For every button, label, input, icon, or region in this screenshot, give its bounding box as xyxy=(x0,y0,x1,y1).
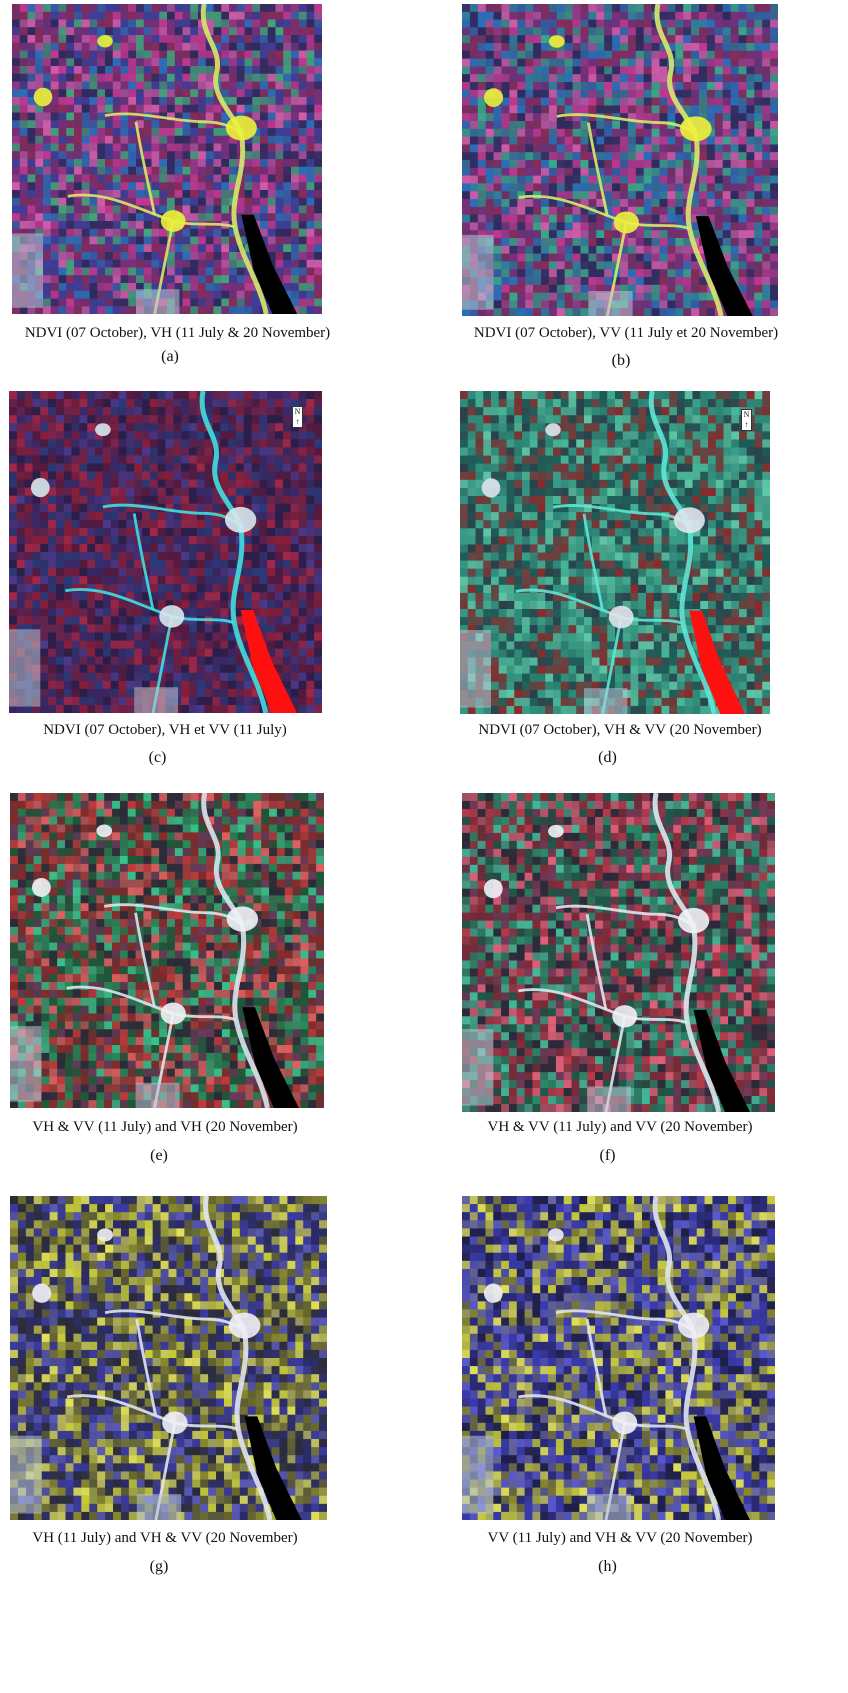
caption-f: VH & VV (11 July) and VV (20 November) xyxy=(487,1119,753,1135)
satellite-image-c xyxy=(9,391,322,713)
satellite-image-e xyxy=(10,793,324,1108)
label-h: (h) xyxy=(598,1558,617,1575)
caption-a: NDVI (07 October), VH (11 July & 20 Nove… xyxy=(24,325,331,341)
label-e: (e) xyxy=(150,1147,168,1164)
satellite-image-h xyxy=(462,1196,775,1520)
satellite-mosaic xyxy=(462,1196,775,1520)
caption-e: VH & VV (11 July) and VH (20 November) xyxy=(32,1119,298,1135)
label-f: (f) xyxy=(599,1147,616,1164)
satellite-image-g xyxy=(10,1196,327,1520)
satellite-mosaic xyxy=(12,4,322,314)
north-arrow-icon: N ↑ xyxy=(292,406,303,428)
satellite-image-a xyxy=(12,4,322,314)
label-g: (g) xyxy=(149,1558,169,1575)
caption-g: VH (11 July) and VH & VV (20 November) xyxy=(32,1530,298,1546)
satellite-image-f xyxy=(462,793,775,1112)
caption-h: VV (11 July) and VH & VV (20 November) xyxy=(487,1530,753,1546)
satellite-image-d xyxy=(460,391,770,714)
satellite-mosaic xyxy=(9,391,322,713)
satellite-mosaic xyxy=(462,4,778,316)
label-d: (d) xyxy=(598,749,617,766)
satellite-mosaic xyxy=(460,391,770,714)
label-c: (c) xyxy=(148,749,167,766)
label-b: (b) xyxy=(611,352,631,369)
caption-b: NDVI (07 October), VV (11 July et 20 Nov… xyxy=(473,325,779,341)
satellite-mosaic xyxy=(10,793,324,1108)
label-a: (a) xyxy=(161,348,179,365)
satellite-mosaic xyxy=(10,1196,327,1520)
north-arrow-icon: N ↑ xyxy=(741,409,752,431)
caption-d: NDVI (07 October), VH & VV (20 November) xyxy=(478,722,762,738)
satellite-image-b xyxy=(462,4,778,316)
caption-c: NDVI (07 October), VH et VV (11 July) xyxy=(43,722,287,738)
satellite-mosaic xyxy=(462,793,775,1112)
